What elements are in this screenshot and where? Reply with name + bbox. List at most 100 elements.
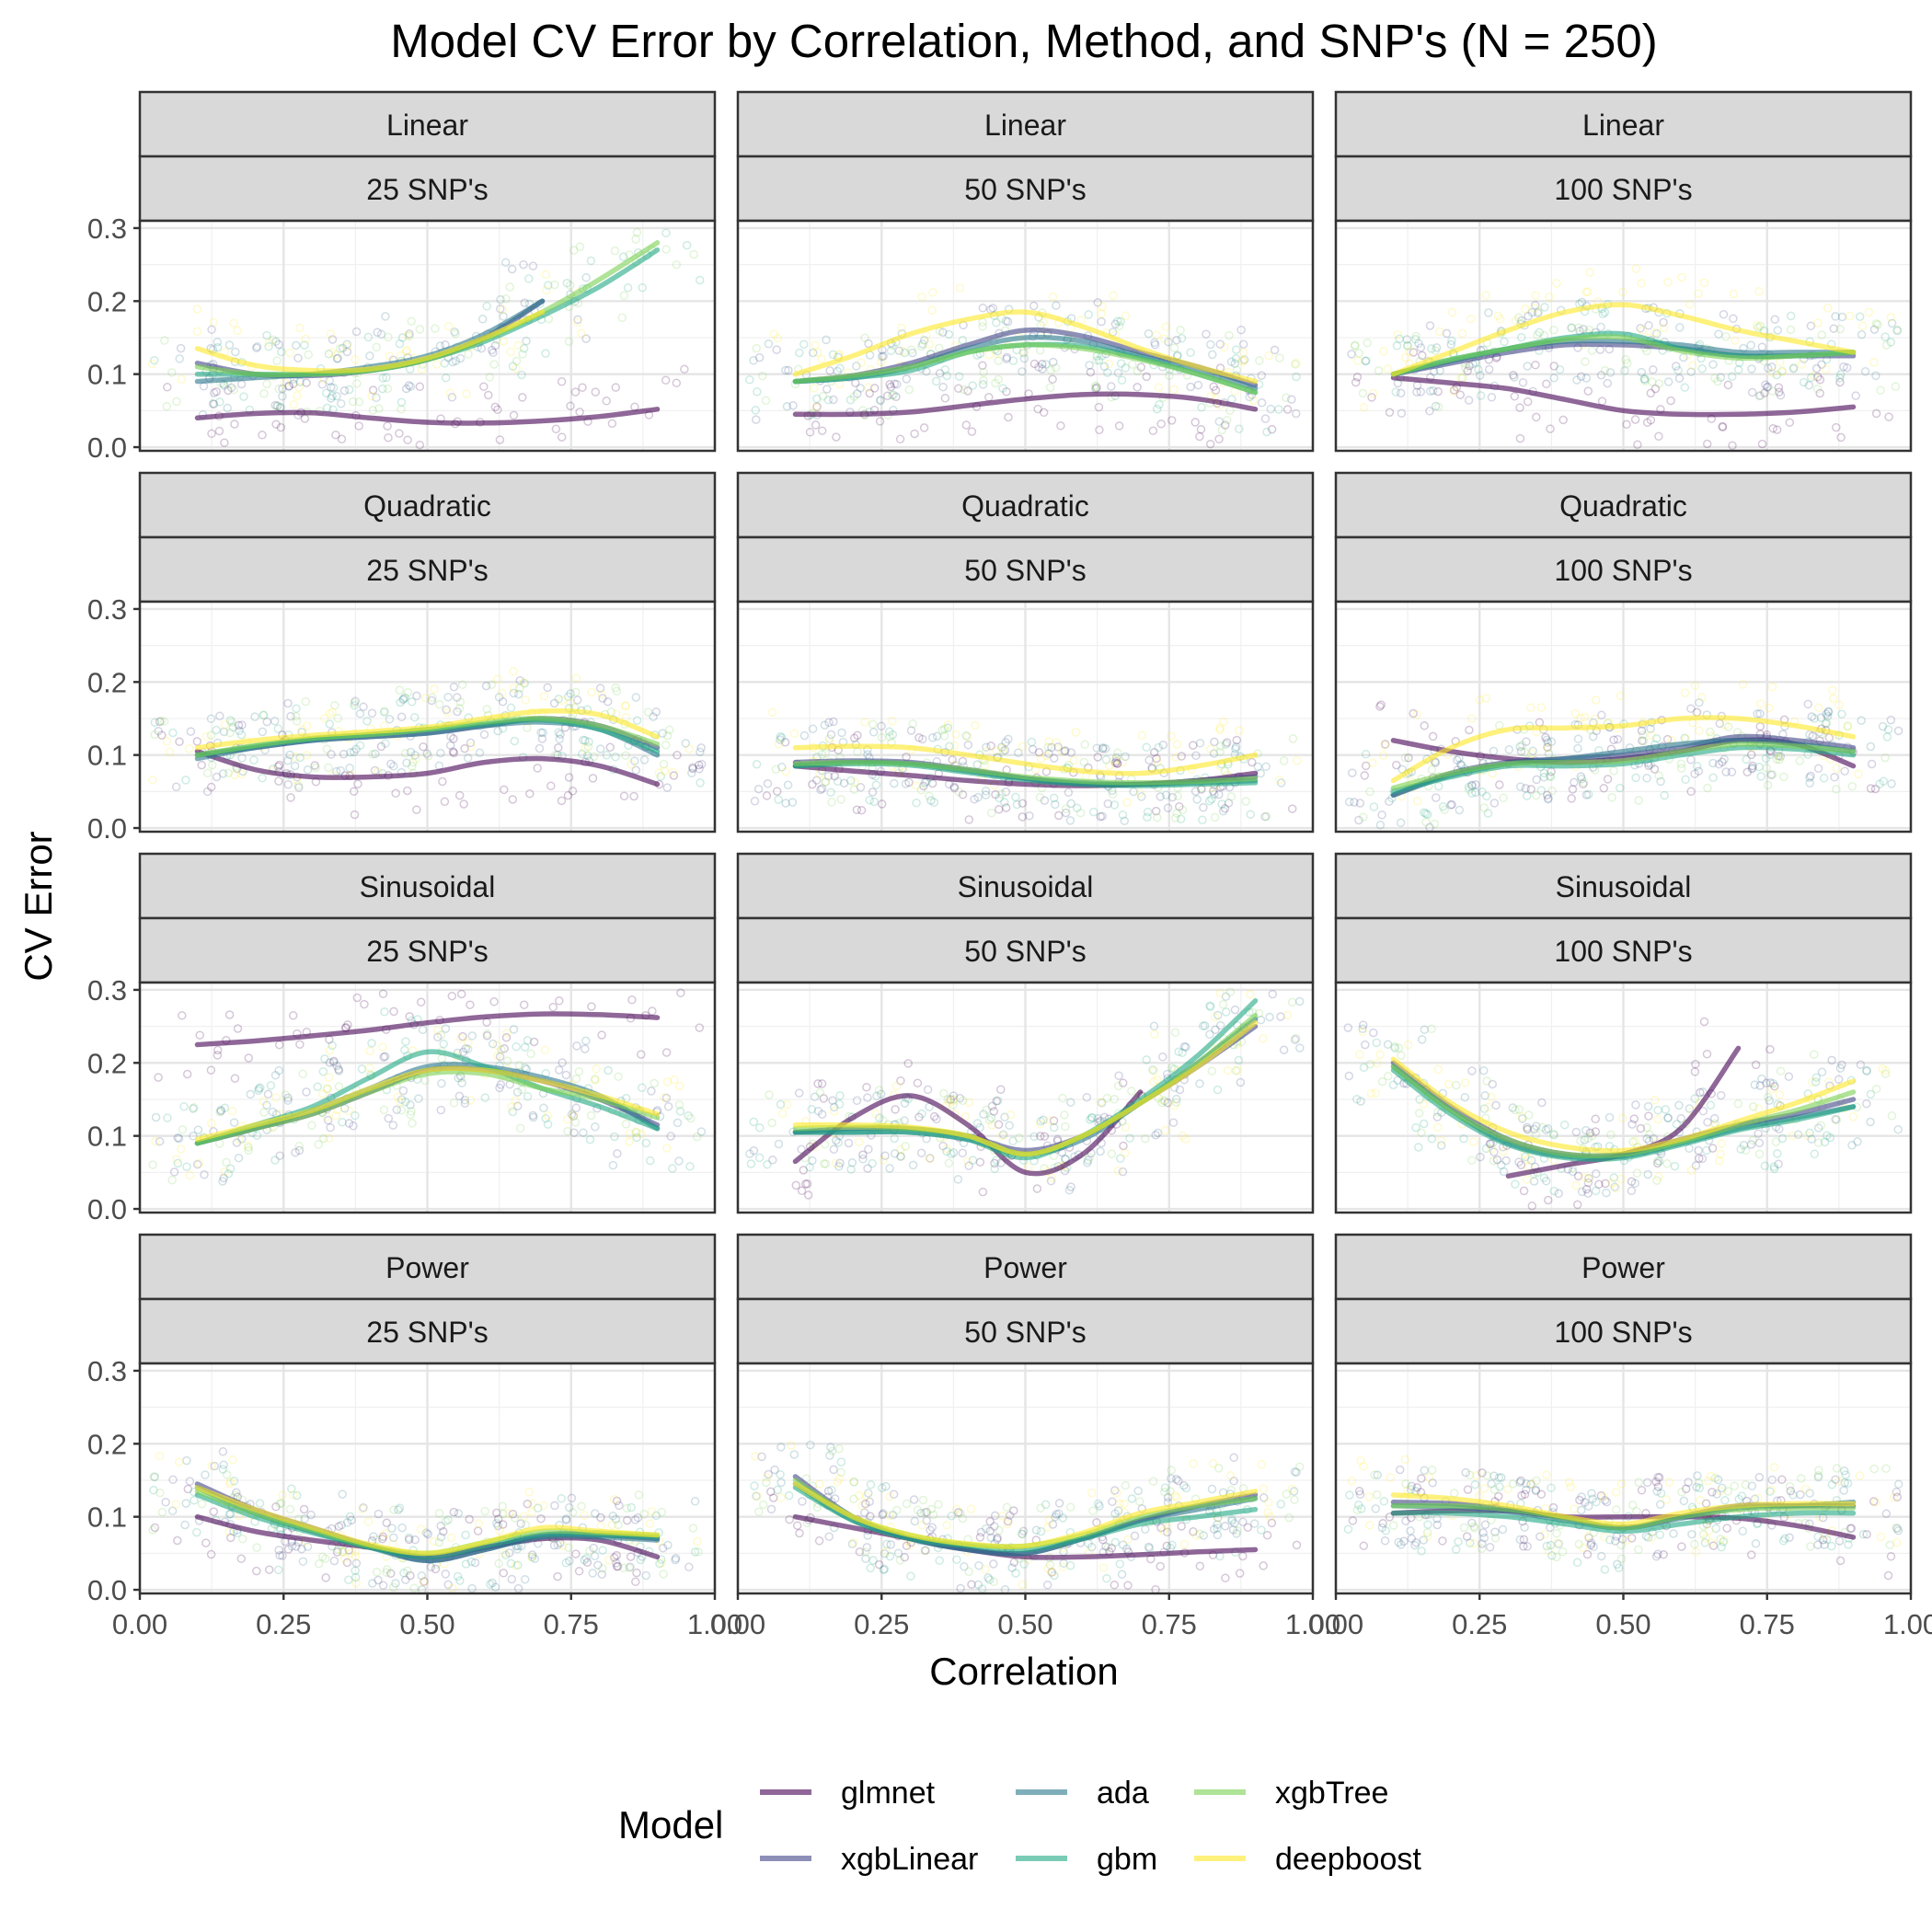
data-point-gbm [506, 703, 516, 713]
data-point-gbm [320, 1054, 329, 1064]
data-point-xgbLinear [1396, 388, 1406, 398]
data-point-xgbTree [692, 1132, 702, 1142]
data-point-deepboost [443, 321, 454, 331]
data-point-gbm [1143, 812, 1152, 822]
data-point-deepboost [1823, 304, 1833, 313]
strip-method-label: Quadratic [961, 489, 1089, 523]
data-point-deepboost [1530, 304, 1539, 313]
data-point-ada [1716, 373, 1726, 382]
data-point-deepboost [597, 689, 607, 699]
data-point-deepboost [1071, 728, 1080, 737]
data-point-xgbLinear [1727, 767, 1737, 776]
data-point-xgbLinear [173, 1133, 182, 1143]
data-point-glmnet [1361, 761, 1371, 771]
data-point-xgbTree [1600, 365, 1610, 375]
data-point-xgbTree [1609, 766, 1618, 776]
data-point-xgbTree [222, 1157, 231, 1167]
data-point-gbm [602, 750, 612, 760]
data-point-ada [788, 798, 798, 807]
data-point-ada [1001, 316, 1011, 326]
data-point-gbm [300, 340, 309, 350]
data-point-xgbLinear [1763, 382, 1773, 392]
data-point-ada [696, 1127, 707, 1136]
data-point-xgbLinear [1636, 324, 1645, 333]
data-point-gbm [149, 355, 159, 365]
data-point-xgbLinear [663, 1102, 673, 1111]
data-point-deepboost [201, 731, 212, 742]
data-point-deepboost [294, 383, 304, 392]
data-point-deepboost [432, 360, 442, 369]
data-point-ada [451, 356, 461, 366]
data-point-xgbTree [1835, 324, 1845, 334]
data-point-deepboost [365, 1046, 374, 1056]
data-point-glmnet [163, 383, 172, 392]
data-point-deepboost [591, 1075, 600, 1085]
data-point-deepboost [1680, 688, 1690, 697]
data-point-deepboost [813, 348, 822, 357]
data-point-xgbLinear [339, 749, 349, 759]
data-point-gbm [328, 1041, 337, 1051]
data-point-glmnet [1152, 753, 1161, 764]
x-tick-label: 0.00 [710, 1608, 765, 1640]
data-point-xgbTree [998, 746, 1008, 755]
data-point-glmnet [627, 995, 637, 1005]
data-point-deepboost [1238, 348, 1248, 357]
data-point-ada [342, 339, 351, 349]
data-point-glmnet [1866, 784, 1876, 793]
data-point-xgbLinear [1596, 371, 1606, 380]
data-point-glmnet [479, 382, 489, 391]
data-point-glmnet [602, 397, 611, 406]
legend-label-ada: ada [1097, 1776, 1149, 1811]
data-point-xgbTree [1533, 330, 1542, 340]
data-point-glmnet [1018, 812, 1028, 822]
data-point-xgbTree [383, 384, 393, 394]
data-point-gbm [541, 349, 550, 358]
data-point-deepboost [509, 667, 518, 676]
data-point-deepboost [675, 1081, 684, 1091]
data-point-ada [1753, 709, 1762, 719]
data-point-glmnet [1642, 418, 1652, 427]
data-point-deepboost [1832, 764, 1842, 773]
data-point-ada [334, 1066, 344, 1075]
data-point-xgbLinear [1570, 777, 1579, 788]
data-point-deepboost [301, 334, 311, 344]
data-point-xgbLinear [1238, 339, 1248, 349]
data-point-xgbLinear [970, 794, 979, 804]
data-point-deepboost [291, 753, 301, 762]
data-point-ada [437, 1078, 446, 1088]
data-point-xgbTree [1580, 777, 1589, 788]
data-point-gbm [661, 228, 671, 237]
y-tick-label: 0.1 [87, 740, 127, 772]
data-point-xgbLinear [1103, 799, 1113, 809]
data-point-deepboost [1466, 314, 1476, 324]
data-point-gbm [1540, 303, 1549, 312]
data-point-xgbLinear [1644, 321, 1653, 330]
data-point-deepboost [1069, 755, 1078, 765]
data-point-xgbLinear [1484, 364, 1494, 374]
data-point-xgbTree [407, 316, 416, 326]
data-point-deepboost [1235, 726, 1244, 735]
data-point-glmnet [518, 393, 527, 402]
data-point-glmnet [501, 1033, 512, 1042]
data-point-xgbLinear [263, 1089, 273, 1099]
data-point-ada [270, 717, 280, 726]
strip-method [1334, 90, 1913, 158]
legend-label-deepboost: deepboost [1275, 1842, 1421, 1877]
data-point-xgbLinear [1151, 1130, 1160, 1140]
data-point-deepboost [509, 684, 519, 693]
data-point-ada [1857, 329, 1867, 339]
data-point-gbm [259, 710, 268, 720]
data-point-gbm [1177, 333, 1187, 343]
data-point-deepboost [466, 742, 476, 752]
data-point-xgbLinear [1442, 328, 1452, 339]
data-point-glmnet [1871, 408, 1881, 419]
data-point-xgbTree [505, 282, 515, 292]
data-point-xgbTree [954, 787, 963, 797]
panel-border [736, 600, 1315, 834]
data-point-glmnet [1495, 780, 1504, 789]
data-point-glmnet [438, 776, 447, 787]
data-point-xgbTree [979, 375, 988, 385]
data-point-deepboost [1797, 360, 1807, 369]
data-point-deepboost [498, 305, 508, 315]
